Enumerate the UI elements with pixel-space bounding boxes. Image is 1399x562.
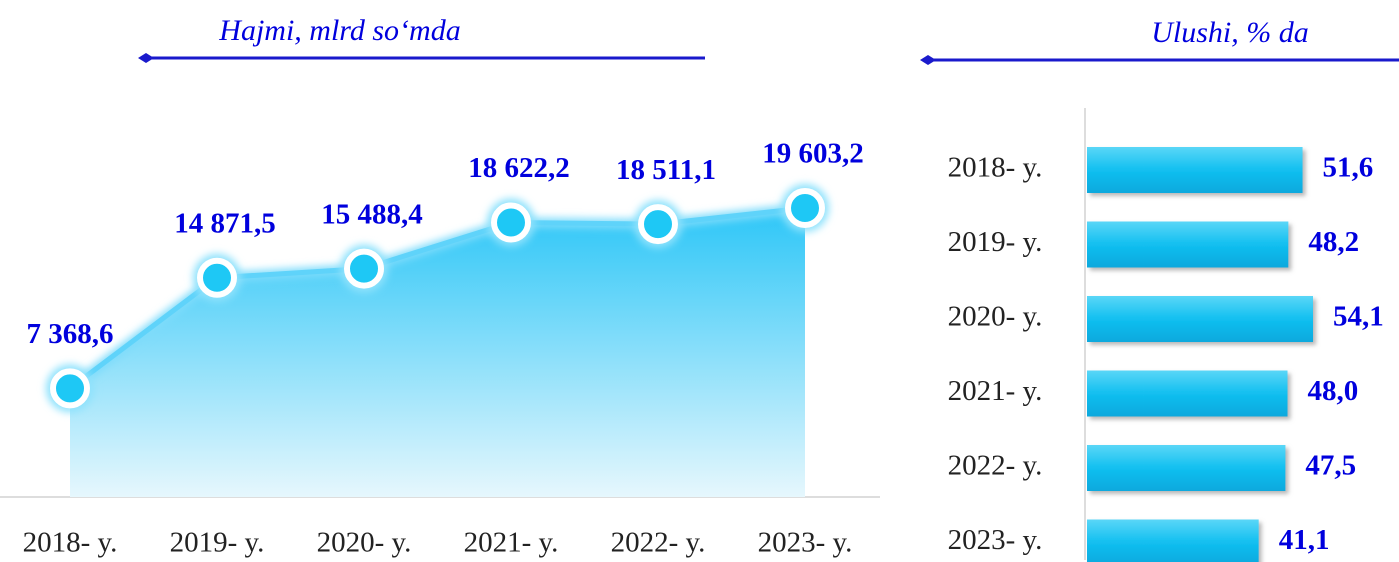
point [491, 202, 531, 243]
rule-diamond [138, 53, 154, 63]
y-tick-label: 2023- y. [948, 524, 1043, 556]
x-tick-label: 2022- y. [611, 527, 706, 559]
y-tick-label: 2020- y. [948, 301, 1043, 333]
y-tick-label: 2022- y. [948, 450, 1043, 482]
data-label: 48,2 [1308, 226, 1359, 258]
x-tick-label: 2018- y. [23, 527, 118, 559]
y-tick-label: 2018- y. [948, 152, 1043, 184]
data-label: 47,5 [1305, 450, 1356, 482]
chart-title: Ulushi, % da [1151, 16, 1309, 49]
y-tick-label: 2021- y. [948, 375, 1043, 407]
data-label: 51,6 [1323, 152, 1374, 184]
bar [1087, 519, 1259, 562]
bar [1087, 445, 1286, 491]
data-label: 18 622,2 [468, 152, 570, 184]
point [638, 204, 678, 245]
area [70, 208, 805, 497]
y-tick-label: 2019- y. [948, 226, 1043, 258]
bar [1087, 147, 1303, 193]
data-label: 41,1 [1279, 524, 1330, 556]
x-tick-label: 2023- y. [758, 527, 853, 559]
data-label: 54,1 [1333, 301, 1384, 333]
rule-diamond [920, 55, 936, 65]
x-tick-label: 2019- y. [170, 527, 265, 559]
x-tick-label: 2021- y. [464, 527, 559, 559]
data-label: 14 871,5 [174, 207, 276, 239]
point [50, 368, 90, 409]
point [197, 257, 237, 298]
bar [1087, 296, 1313, 342]
data-label: 48,0 [1308, 375, 1359, 407]
line [68, 205, 806, 391]
x-tick-label: 2020- y. [317, 527, 412, 559]
data-label: 19 603,2 [762, 138, 864, 170]
chart-title: Hajmi, mlrd so‘mda [218, 14, 460, 47]
bar [1087, 370, 1288, 417]
data-label: 7 368,6 [27, 318, 114, 350]
data-label: 18 511,1 [616, 154, 716, 186]
point [344, 248, 384, 289]
bar [1087, 221, 1289, 268]
point [785, 188, 825, 228]
data-label: 15 488,4 [321, 198, 423, 230]
